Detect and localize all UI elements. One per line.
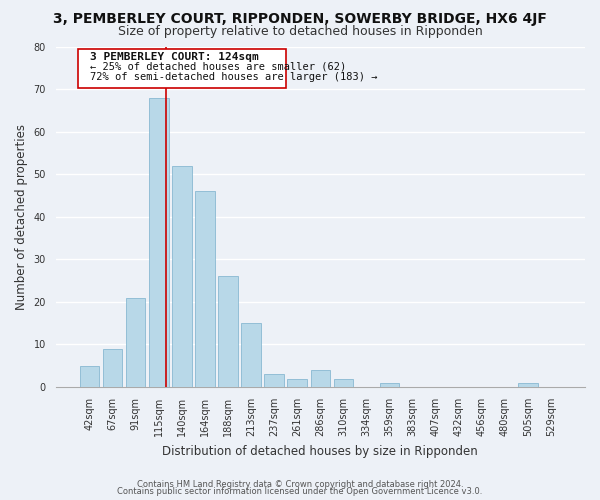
Bar (126, 298, 145, 387)
X-axis label: Distribution of detached houses by size in Ripponden: Distribution of detached houses by size … (163, 444, 478, 458)
Text: Size of property relative to detached houses in Ripponden: Size of property relative to detached ho… (118, 25, 482, 38)
Bar (103, 349, 122, 387)
Bar (518, 383, 538, 387)
Text: 3, PEMBERLEY COURT, RIPPONDEN, SOWERBY BRIDGE, HX6 4JF: 3, PEMBERLEY COURT, RIPPONDEN, SOWERBY B… (53, 12, 547, 26)
Bar (287, 378, 307, 387)
Bar (334, 378, 353, 387)
Text: ← 25% of detached houses are smaller (62): ← 25% of detached houses are smaller (62… (89, 62, 346, 72)
Bar (218, 276, 238, 387)
Bar (172, 166, 191, 387)
Text: 72% of semi-detached houses are larger (183) →: 72% of semi-detached houses are larger (… (89, 72, 377, 82)
Bar (149, 98, 169, 387)
Text: Contains HM Land Registry data © Crown copyright and database right 2024.: Contains HM Land Registry data © Crown c… (137, 480, 463, 489)
FancyBboxPatch shape (79, 48, 286, 88)
Bar (195, 191, 215, 387)
Bar (380, 383, 400, 387)
Bar (311, 370, 330, 387)
Text: Contains public sector information licensed under the Open Government Licence v3: Contains public sector information licen… (118, 487, 482, 496)
Bar (265, 374, 284, 387)
Bar (80, 366, 100, 387)
Bar (241, 323, 261, 387)
Y-axis label: Number of detached properties: Number of detached properties (15, 124, 28, 310)
Text: 3 PEMBERLEY COURT: 124sqm: 3 PEMBERLEY COURT: 124sqm (89, 52, 258, 62)
